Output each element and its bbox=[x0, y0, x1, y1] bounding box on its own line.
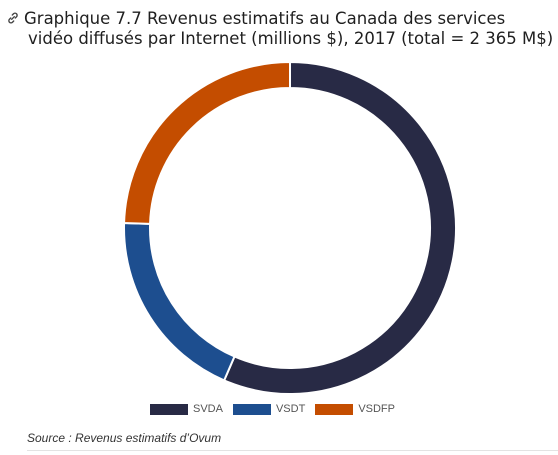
chart-source: Source : Revenus estimatifs d’Ovum bbox=[27, 431, 222, 445]
chart-title-line-2: vidéo diffusés par Internet (millions $)… bbox=[28, 29, 554, 48]
legend-swatch-vsdt bbox=[232, 403, 271, 415]
chart-title-line-1: Graphique 7.7 Revenus estimatifs au Cana… bbox=[24, 9, 506, 28]
donut-slice-svda[interactable] bbox=[222, 60, 457, 395]
legend-item-svda[interactable]: SVDA bbox=[150, 403, 223, 415]
legend-label-svda: SVDA bbox=[193, 403, 223, 415]
divider bbox=[27, 450, 558, 451]
chart-legend: SVDA VSDT VSDFP bbox=[150, 403, 405, 415]
legend-item-vsdt[interactable]: VSDT bbox=[232, 403, 306, 415]
donut-slice-vsdt[interactable] bbox=[123, 222, 236, 382]
legend-item-vsdfp[interactable]: VSDFP bbox=[315, 403, 395, 415]
legend-swatch-vsdfp bbox=[315, 403, 354, 415]
legend-label-vsdfp: VSDFP bbox=[358, 403, 395, 415]
donut-slice-vsdfp[interactable] bbox=[123, 60, 291, 225]
link-icon[interactable] bbox=[6, 11, 20, 25]
legend-label-vsdt: VSDT bbox=[275, 403, 306, 415]
legend-swatch-svda bbox=[150, 403, 188, 415]
